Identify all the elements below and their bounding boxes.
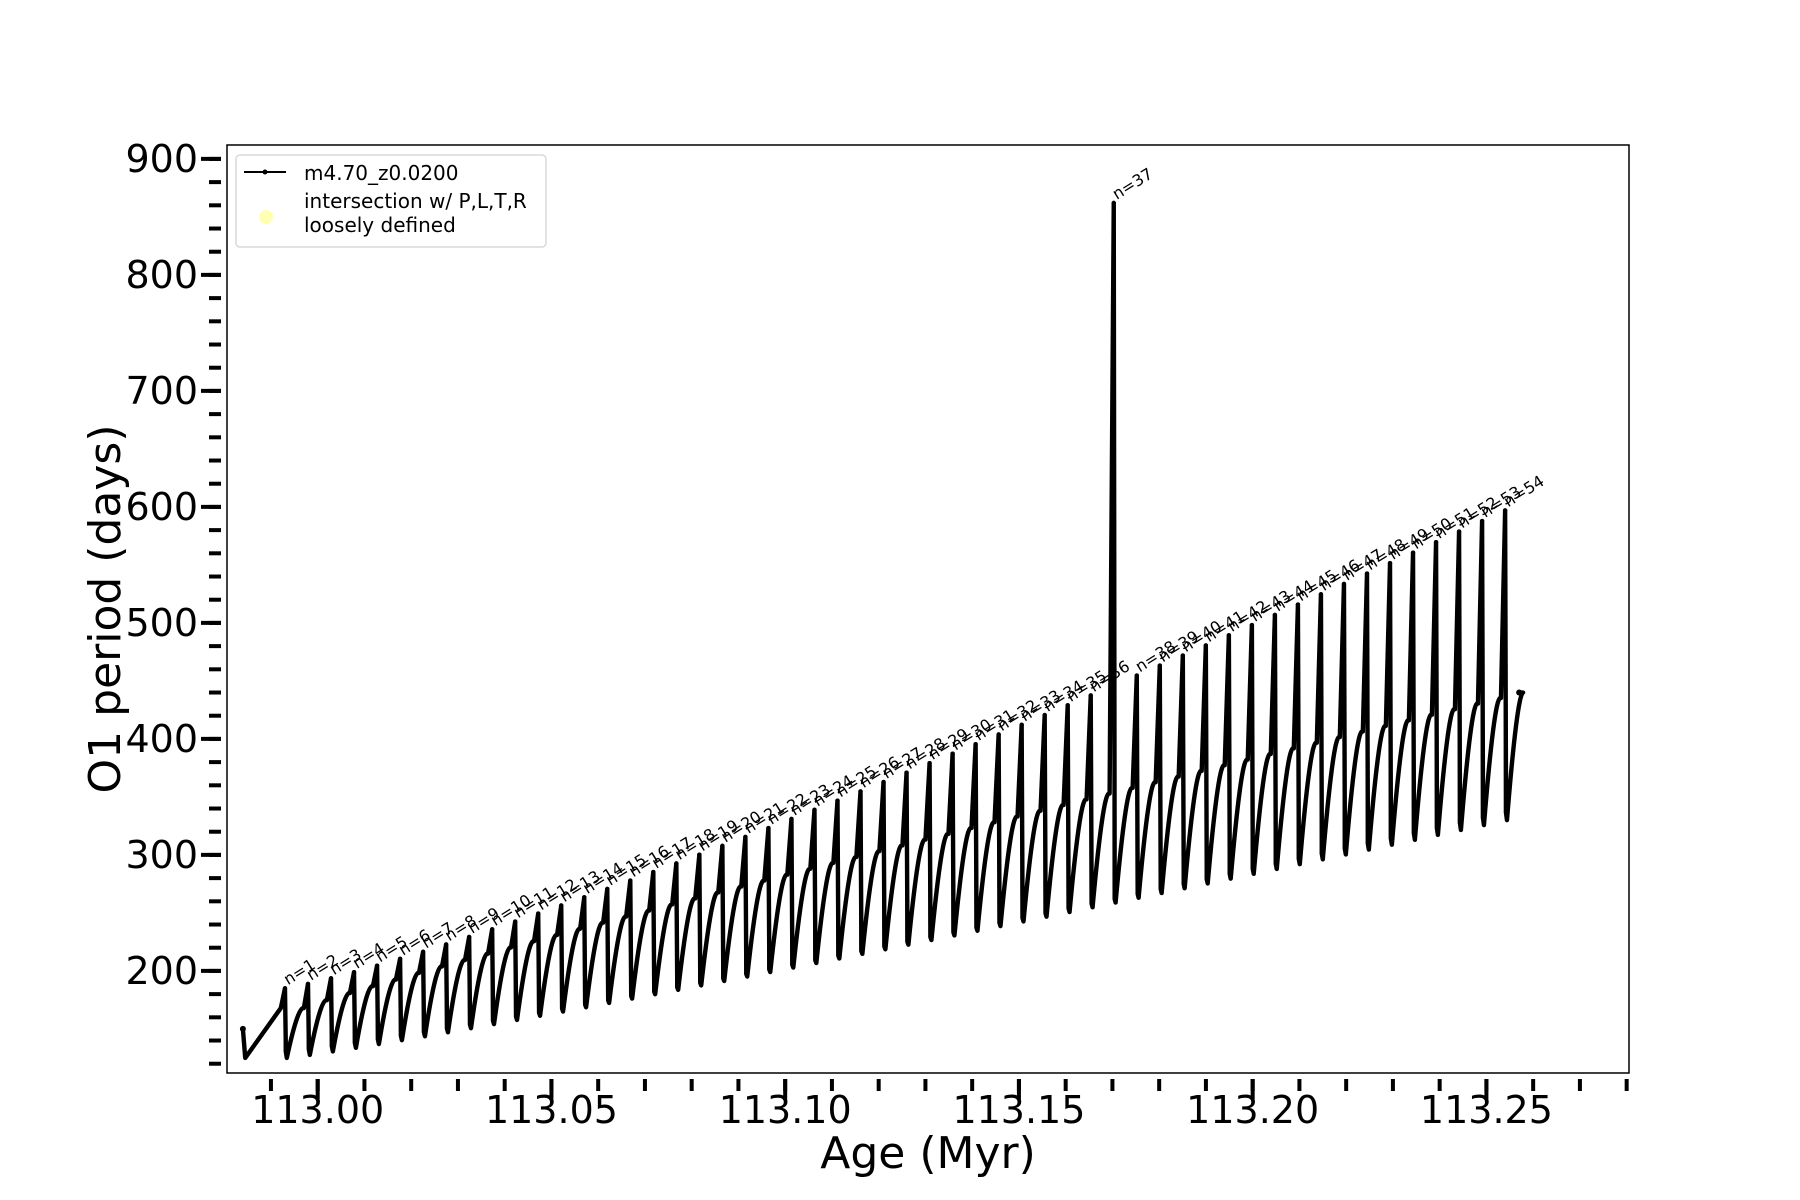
y-tick-label: 500 <box>125 601 198 645</box>
y-axis: 200 300 400 500 600 700 800 900 <box>125 137 221 1066</box>
x-tick-label: 113.10 <box>719 1088 852 1132</box>
y-tick-label: 900 <box>125 137 198 181</box>
x-axis: 113.00 113.05 113.10 113.15 113.20 113.25 <box>251 1079 1629 1132</box>
y-tick-label: 600 <box>125 485 198 529</box>
series-start-point <box>239 1025 246 1032</box>
y-tick-label: 400 <box>125 717 198 761</box>
legend-label-line: loosely defined <box>304 213 456 237</box>
legend-label-line: intersection w/ P,L,T,R <box>304 189 527 213</box>
x-tick-label: 113.00 <box>251 1088 384 1132</box>
legend-line-marker <box>262 169 268 175</box>
legend-intersection-marker <box>259 210 273 224</box>
legend-box <box>235 154 547 248</box>
legend-label-intersection: intersection w/ P,L,T,R loosely defined <box>304 189 527 237</box>
x-tick-label: 113.20 <box>1186 1088 1319 1132</box>
x-tick-label: 113.25 <box>1420 1088 1553 1132</box>
series-end-point <box>1516 689 1523 696</box>
series-line <box>240 200 1526 1061</box>
y-tick-label: 300 <box>125 833 198 877</box>
y-tick-label: 800 <box>125 253 198 297</box>
x-axis-title: Age (Myr) <box>820 1128 1036 1179</box>
legend-label-series: m4.70_z0.0200 <box>304 161 459 185</box>
data-layer <box>239 200 1526 1061</box>
y-tick-label: 700 <box>125 369 198 413</box>
plot-area-background <box>227 145 1629 1073</box>
x-tick-label: 113.05 <box>485 1088 618 1132</box>
y-axis-title: O1 period (days) <box>80 425 131 794</box>
plot-frame <box>226 144 1630 1074</box>
legend: m4.70_z0.0200 intersection w/ P,L,T,R loo… <box>235 154 547 248</box>
x-tick-label: 113.15 <box>952 1088 1085 1132</box>
y-tick-label: 200 <box>125 949 198 993</box>
